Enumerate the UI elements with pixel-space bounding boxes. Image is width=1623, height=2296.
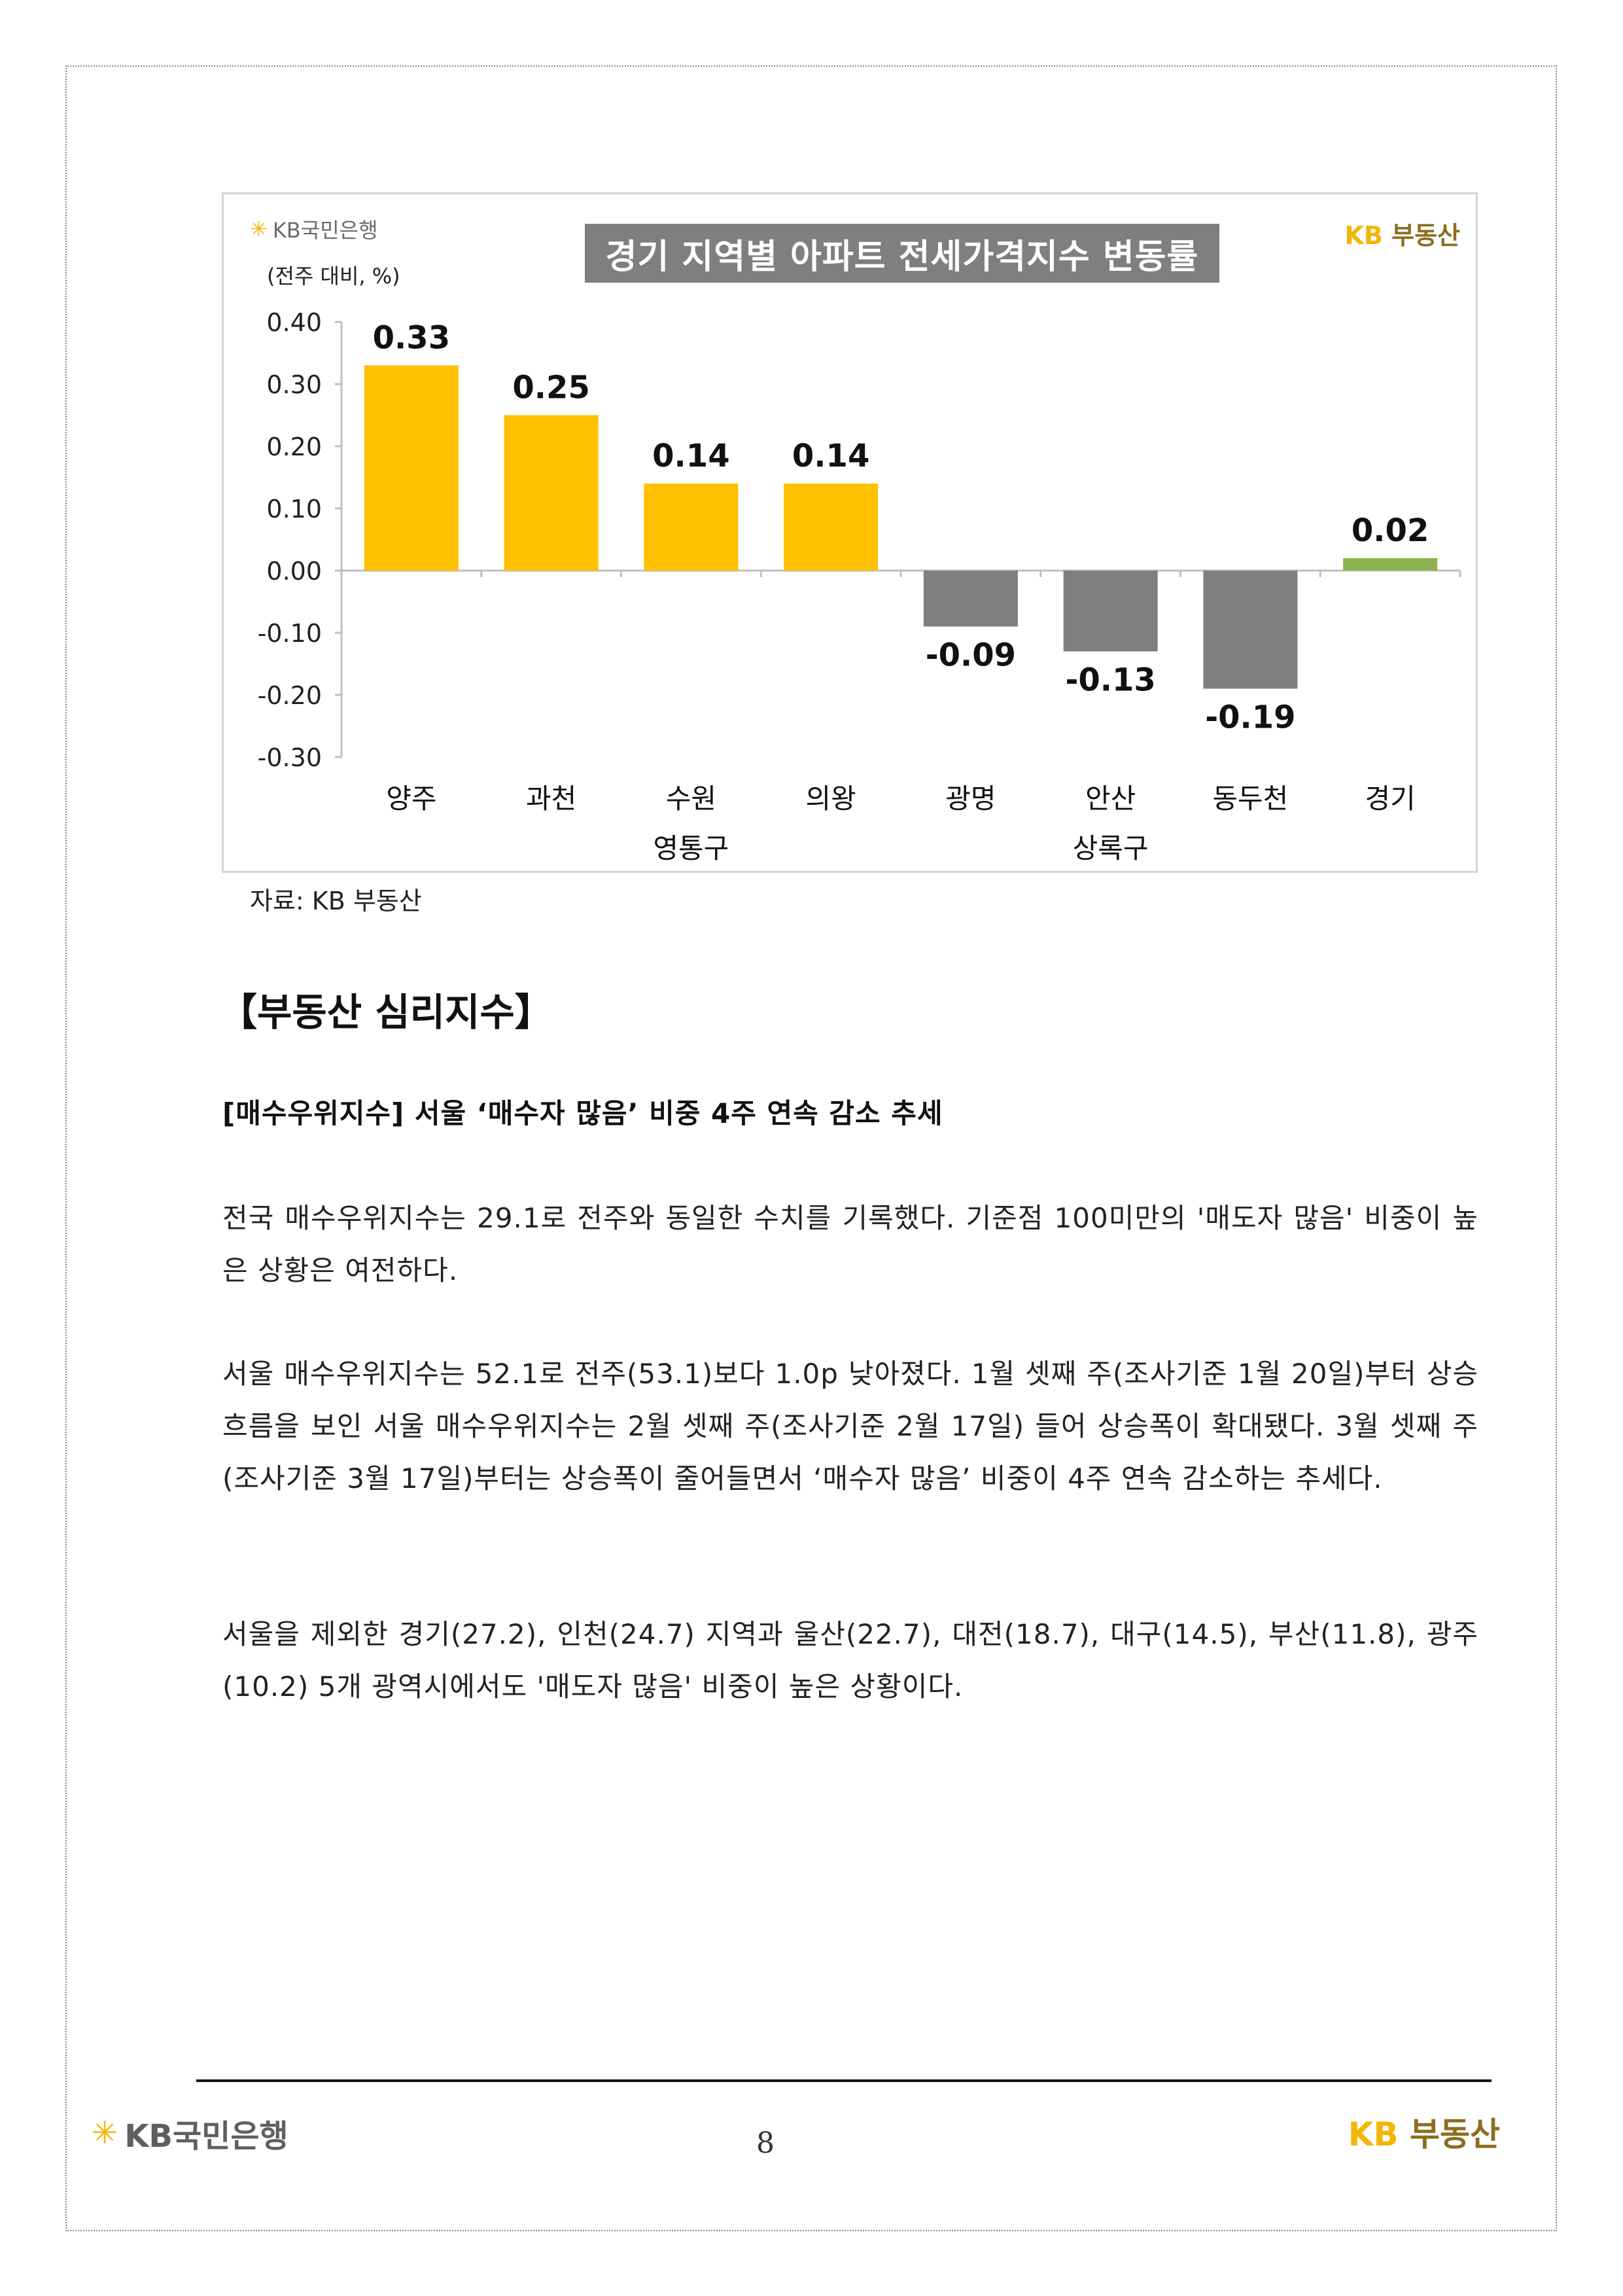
kb-bank-logo-text: KB국민은행 <box>272 218 378 243</box>
paragraph-3: 서울을 제외한 경기(27.2), 인천(24.7) 지역과 울산(22.7),… <box>222 1618 1478 1703</box>
y-tick-label: -0.10 <box>258 619 322 648</box>
category-label: 상록구 <box>1073 832 1149 864</box>
kb-logo-name: 부동산 <box>1391 221 1460 250</box>
bar <box>923 571 1018 627</box>
kb-real-estate-logo: KB 부동산 <box>1344 215 1460 251</box>
kb-star-icon: ✳ <box>250 217 268 241</box>
paragraph-1: 전국 매수우위지수는 29.1로 전주와 동일한 수치를 기록했다. 기준점 1… <box>222 1202 1478 1286</box>
footer-kb-logo-mark: KB <box>1348 2115 1399 2153</box>
bar-chart: 0.40 0.30 0.20 0.10 0.00 -0.10 -0.20 -0.30 0.33 양… <box>258 308 1461 864</box>
kb-star-icon: ✳ <box>92 2115 118 2151</box>
category-label: 과천 <box>526 783 576 815</box>
data-label: 0.25 <box>512 370 589 406</box>
data-label: -0.09 <box>926 637 1016 674</box>
bar <box>364 365 459 571</box>
category-label: 광명 <box>945 783 996 815</box>
kb-logo-mark: KB <box>1344 221 1383 250</box>
category-label: 양주 <box>386 783 436 815</box>
bar <box>1063 571 1158 652</box>
data-label: 0.02 <box>1352 512 1429 549</box>
bar <box>1203 571 1298 689</box>
y-tick-label: 0.10 <box>266 495 322 523</box>
data-label: -0.13 <box>1065 662 1155 699</box>
bar <box>504 415 599 571</box>
data-label: 0.14 <box>652 438 729 474</box>
footer-divider <box>196 2079 1492 2082</box>
footer-bank-logo: ✳ KB국민은행 <box>92 2110 288 2156</box>
y-tick-label: 0.30 <box>266 370 322 399</box>
data-label: 0.33 <box>373 320 450 357</box>
chart-unit-label: (전주 대비, %) <box>267 264 400 289</box>
chart-container: ✳ KB국민은행 (전주 대비, %) 경기 지역별 아파트 전세가격지수 변동… <box>222 192 1478 873</box>
source-note: 자료: KB 부동산 <box>250 887 422 915</box>
bar <box>1343 558 1438 571</box>
category-label: 영통구 <box>653 832 729 864</box>
bar <box>784 484 879 571</box>
category-label: 수원 <box>666 783 716 815</box>
data-label: -0.19 <box>1205 699 1295 736</box>
paragraph-2: 서울 매수우위지수는 52.1로 전주(53.1)보다 1.0p 낮아졌다. 1… <box>222 1358 1478 1494</box>
bar <box>644 484 739 571</box>
kb-bank-logo: ✳ KB국민은행 <box>250 214 378 244</box>
category-label: 안산 <box>1085 783 1136 815</box>
page-number: 8 <box>756 2127 775 2160</box>
y-tick-label: 0.20 <box>266 433 322 461</box>
chart-title: 경기 지역별 아파트 전세가격지수 변동률 <box>585 224 1219 283</box>
data-label: 0.14 <box>792 438 869 474</box>
page-frame <box>65 65 1557 2231</box>
category-label: 경기 <box>1365 783 1415 815</box>
y-tick-label: 0.40 <box>266 308 322 337</box>
y-tick-label: -0.20 <box>258 681 322 710</box>
footer-kb-logo-name: 부동산 <box>1410 2115 1500 2153</box>
sub-heading: [매수우위지수] 서울 ‘매수자 많음’ 비중 4주 연속 감소 추세 <box>222 1097 943 1129</box>
footer-real-estate-logo: KB 부동산 <box>1348 2108 1500 2155</box>
footer-bank-logo-text: KB국민은행 <box>124 2118 288 2155</box>
category-label: 동두천 <box>1212 783 1288 815</box>
section-heading: 【부동산 심리지수】 <box>219 990 553 1034</box>
y-tick-label: -0.30 <box>258 743 322 772</box>
category-label: 의왕 <box>805 783 856 815</box>
y-tick-label: 0.00 <box>266 557 322 586</box>
